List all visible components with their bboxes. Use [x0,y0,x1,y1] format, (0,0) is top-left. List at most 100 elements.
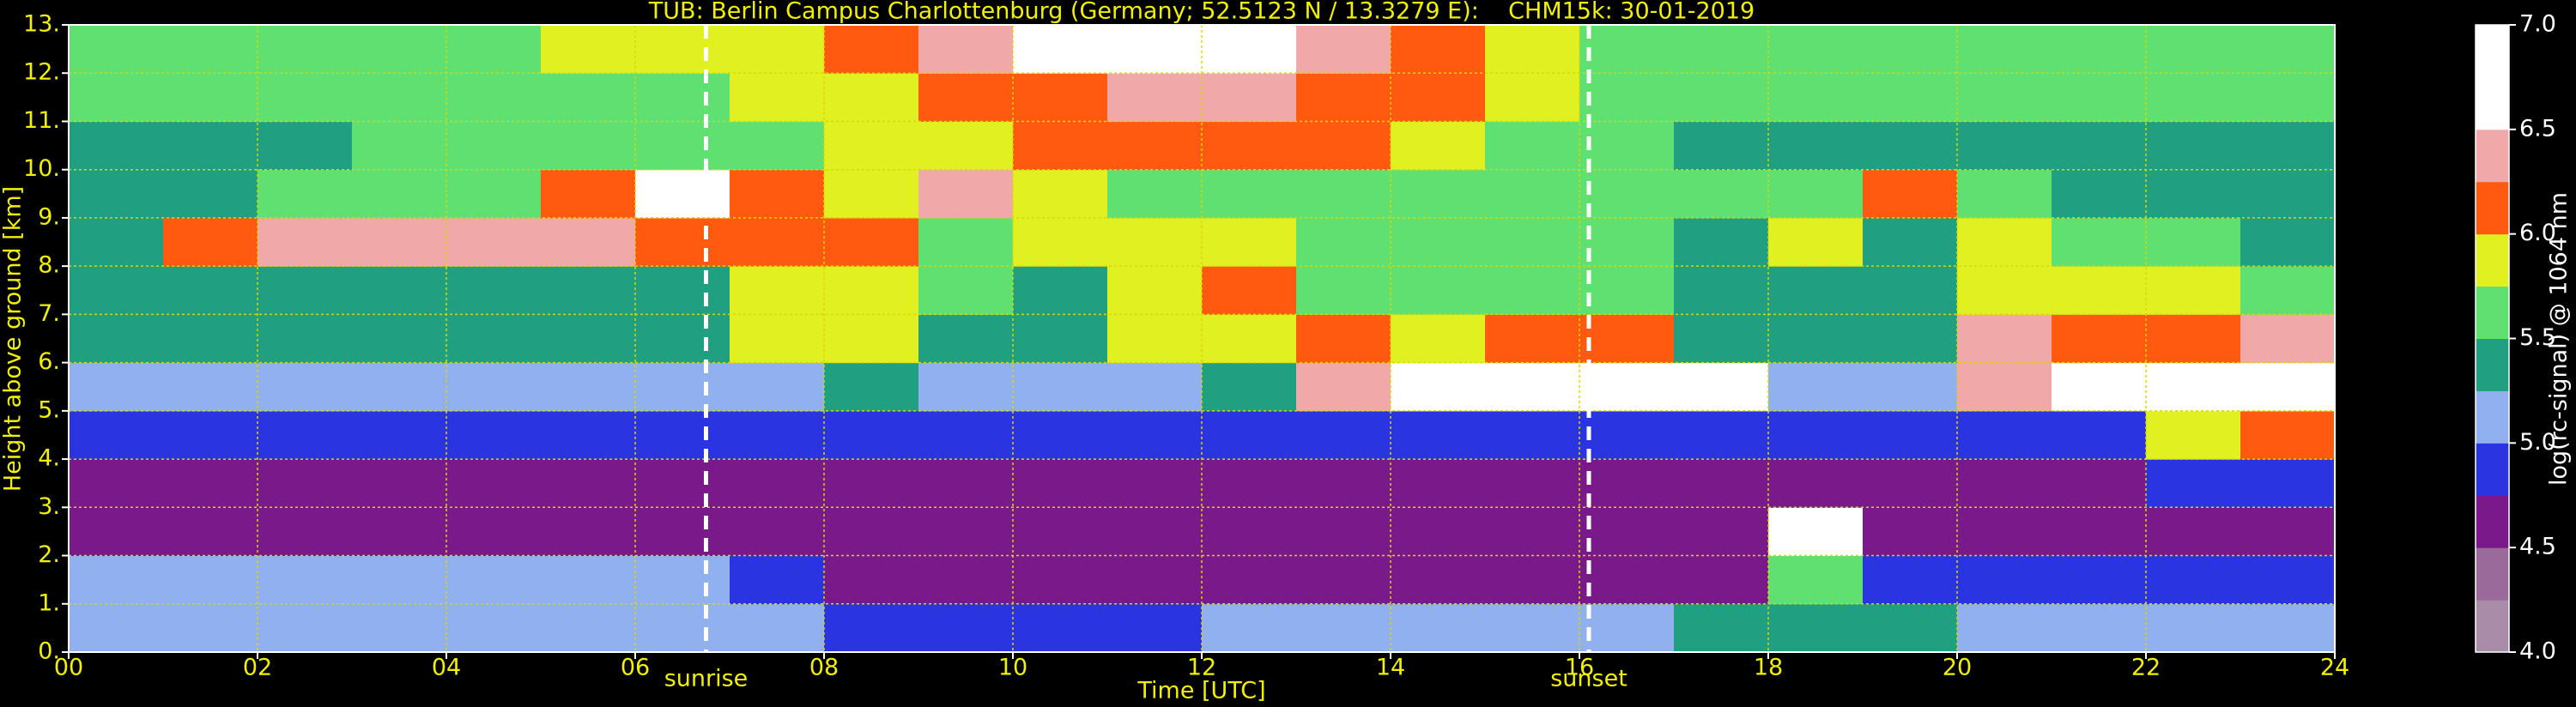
heatmap-cell [69,410,164,460]
heatmap-cell [730,507,825,557]
heatmap-cell [1579,169,1675,219]
heatmap-cell [1768,73,1864,122]
chart-title: TUB: Berlin Campus Charlottenburg (Germa… [648,0,1755,25]
heatmap-cell [541,169,636,219]
heatmap-cell [1013,121,1108,171]
heatmap-cell [258,217,353,267]
heatmap-cell [1768,507,1864,557]
heatmap-cell [635,73,730,122]
heatmap-cell [352,410,447,460]
heatmap-cell [635,25,730,74]
heatmap-cell [1863,169,1958,219]
heatmap-cell [2240,73,2336,122]
heatmap-cell [2146,459,2241,508]
heatmap-cell [824,25,919,74]
heatmap-cell [1391,507,1486,557]
heatmap-cell [1107,25,1203,74]
colorbar-tick-label: 7.0 [2519,11,2556,38]
heatmap-cell [446,169,542,219]
heatmap-cell [2052,459,2147,508]
heatmap-cell [1107,73,1203,122]
heatmap-cell [2240,555,2336,605]
colorbar-band [2476,390,2509,444]
x-tick-label: 14 [1376,655,1405,681]
heatmap-cell [2052,555,2147,605]
heatmap-cell [541,459,636,508]
heatmap-cell [1768,314,1864,364]
heatmap-cell [1674,266,1769,315]
heatmap-cell [541,507,636,557]
heatmap-cell [2240,217,2336,267]
heatmap-cell [1485,603,1580,653]
colorbar-band [2476,443,2509,496]
heatmap-cell [1485,73,1580,122]
heatmap-cell [258,410,353,460]
heatmap-cell [1202,507,1297,557]
heatmap-cell [1296,121,1391,171]
heatmap-cell [1485,507,1580,557]
heatmap-cell [1957,169,2052,219]
heatmap-cell [1957,73,2052,122]
heatmap-cell [1863,507,1958,557]
heatmap-cell [1674,217,1769,267]
heatmap-cell [1485,410,1580,460]
heatmap-cell [1674,73,1769,122]
heatmap-cell [1768,121,1864,171]
heatmap-cell [1202,217,1297,267]
heatmap-cell [1391,73,1486,122]
y-tick-label: 5. [38,396,60,423]
heatmap-cell [1202,459,1297,508]
heatmap-cell [1863,410,1958,460]
heatmap-cell [1485,555,1580,605]
heatmap-cell [2146,362,2241,412]
heatmap-cell [1674,459,1769,508]
heatmap-cell [1579,603,1675,653]
heatmap-cell [446,217,542,267]
heatmap-cell [69,169,164,219]
heatmap-cell [163,73,258,122]
heatmap-cell [2240,507,2336,557]
heatmap-cell [635,121,730,171]
heatmap-cell [541,314,636,364]
heatmap-cell [69,121,164,171]
heatmap-cell [1863,603,1958,653]
heatmap-cell [163,314,258,364]
heatmap-cell [2146,266,2241,315]
colorbar-tick-label: 5.0 [2519,429,2556,456]
heatmap-cell [635,459,730,508]
heatmap-cell [1202,73,1297,122]
y-tick-label: 11. [23,107,60,134]
heatmap-cell [1863,459,1958,508]
x-tick-label: 02 [243,655,272,681]
heatmap-cell [1768,459,1864,508]
y-tick-label: 6. [38,348,60,375]
heatmap-cell [824,73,919,122]
heatmap-cell [1863,362,1958,412]
colorbar-band [2476,25,2509,78]
heatmap-cell [352,266,447,315]
heatmap-cell [1013,25,1108,74]
heatmap-cell [1391,555,1486,605]
heatmap-cell [1863,266,1958,315]
heatmap-cell [1579,121,1675,171]
heatmap-cell [824,410,919,460]
heatmap-cell [1296,603,1391,653]
heatmap-cell [1391,459,1486,508]
heatmap-cell [2052,121,2147,171]
heatmap-cell [258,362,353,412]
heatmap-cell [918,362,1014,412]
heatmap-cell [2240,121,2336,171]
heatmap-cell [1485,169,1580,219]
heatmap-cell [352,73,447,122]
heatmap-cell [258,603,353,653]
heatmap-cell [446,314,542,364]
heatmap-cell [1107,410,1203,460]
heatmap-cell [1579,314,1675,364]
heatmap-cell [1202,121,1297,171]
heatmap-cell [446,459,542,508]
heatmap-cell [541,603,636,653]
heatmap-cell [1013,507,1108,557]
heatmap-cell [1296,266,1391,315]
heatmap-cell [352,121,447,171]
